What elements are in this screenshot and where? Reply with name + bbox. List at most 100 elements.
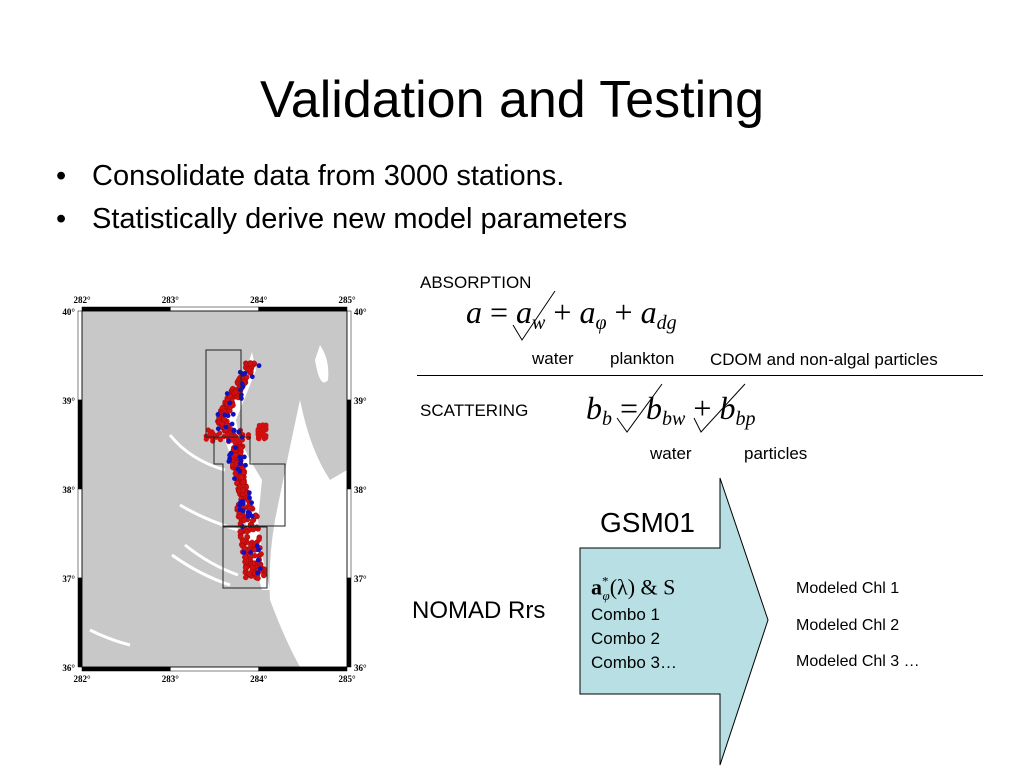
- combo-item: Combo 3…: [591, 653, 677, 672]
- station-point-blue: [242, 371, 248, 376]
- station-point-blue: [254, 543, 260, 549]
- input-label: NOMAD Rrs: [412, 597, 546, 624]
- bullet-text: Consolidate data from 3000 stations.: [92, 160, 565, 192]
- station-point-red: [242, 564, 249, 571]
- station-point-blue: [241, 550, 247, 555]
- scattering-heading: SCATTERING: [420, 401, 529, 420]
- tick-label: 36°: [62, 663, 75, 673]
- station-point-blue: [227, 400, 233, 406]
- station-point-blue: [227, 456, 233, 461]
- station-point-blue: [257, 566, 263, 572]
- station-point-red: [244, 528, 250, 535]
- station-point-blue: [226, 438, 231, 444]
- river: [168, 434, 226, 472]
- station-point-red: [241, 517, 247, 524]
- station-point-blue: [256, 547, 262, 553]
- absorption-equation: a = aw + aφ + adg: [466, 294, 677, 334]
- tick-label: 282°: [73, 295, 91, 305]
- station-point-blue: [247, 495, 252, 501]
- bullet-text: Statistically derive new model parameter…: [92, 203, 628, 235]
- river: [179, 503, 239, 532]
- station-point-blue: [255, 570, 260, 576]
- station-point-blue: [231, 427, 237, 433]
- station-point-red: [203, 436, 209, 442]
- delaware-bay: [315, 345, 329, 383]
- station-point-red: [240, 479, 247, 485]
- station-point-red: [238, 445, 244, 452]
- scattering-equation: bb = bbw + bbp: [586, 390, 756, 430]
- tick-label: 39°: [354, 396, 367, 406]
- station-point-red: [255, 575, 261, 582]
- tick-label: 37°: [354, 574, 367, 584]
- bullet-item: • Consolidate data from 3000 stations.: [56, 160, 565, 192]
- region-box: [222, 526, 268, 589]
- station-point-blue: [230, 411, 236, 417]
- station-point-red: [249, 564, 256, 571]
- station-point-red: [237, 513, 243, 520]
- station-point-red: [246, 571, 253, 577]
- river: [89, 628, 131, 647]
- station-point-blue: [249, 374, 255, 380]
- station-point-blue: [232, 476, 237, 482]
- station-point-blue: [255, 557, 261, 563]
- label-particles: particles: [744, 444, 808, 463]
- check-icon: [616, 383, 663, 433]
- combo-item: Combo 2: [591, 629, 660, 648]
- station-point-blue: [240, 498, 246, 504]
- output-item: Modeled Chl 1: [796, 580, 900, 597]
- label-cdom: CDOM and non-algal particles: [710, 350, 938, 369]
- station-point-red: [261, 433, 267, 439]
- station-point-red: [238, 474, 245, 481]
- output-item: Modeled Chl 2: [796, 617, 900, 634]
- station-point-red: [251, 552, 258, 559]
- station-point-blue: [247, 510, 252, 516]
- station-point-blue: [248, 550, 254, 555]
- station-point-red: [237, 528, 243, 535]
- station-point-blue: [228, 450, 234, 456]
- combo-item: Combo 1: [591, 605, 660, 624]
- tick-label: 38°: [354, 485, 367, 495]
- label-water: water: [650, 444, 692, 463]
- label-plankton: plankton: [610, 349, 675, 368]
- station-point-red: [219, 405, 226, 411]
- station-point-red: [261, 426, 267, 433]
- station-point-red: [232, 389, 239, 395]
- tick-label: 284°: [250, 295, 268, 305]
- station-point-blue: [237, 502, 243, 508]
- bullet-item: • Statistically derive new model paramete…: [56, 203, 628, 235]
- station-point-red: [234, 480, 240, 486]
- map-frame: [81, 310, 348, 668]
- tick-label: 40°: [354, 307, 367, 317]
- tick-label: 285°: [338, 295, 356, 305]
- river: [184, 543, 239, 577]
- station-point-red: [258, 551, 264, 557]
- output-item: Modeled Chl 3 …: [796, 653, 920, 670]
- station-point-red: [235, 437, 241, 443]
- absorption-heading: ABSORPTION: [420, 273, 532, 292]
- tick-label: 37°: [62, 574, 75, 584]
- station-point-red: [242, 554, 248, 560]
- station-point-red: [247, 361, 254, 367]
- check-icon: [512, 290, 556, 341]
- station-point-blue: [215, 426, 221, 432]
- station-point-blue: [256, 363, 262, 369]
- station-point-blue: [246, 490, 252, 496]
- station-point-blue: [235, 466, 241, 472]
- divider: [417, 375, 983, 376]
- station-point-blue: [224, 391, 230, 396]
- station-point-blue: [215, 412, 221, 417]
- station-point-blue: [240, 384, 246, 389]
- check-icon: [693, 383, 746, 433]
- params-label: a*φ(λ) & S: [591, 574, 676, 603]
- station-map: 282° 282° 283° 283° 284° 284° 285° 285° 40° 40° 39…: [62, 295, 367, 684]
- region-box: [213, 436, 286, 527]
- station-point-blue: [237, 461, 243, 467]
- station-point-red: [240, 487, 246, 493]
- model-name: GSM01: [600, 507, 695, 538]
- station-point-red: [256, 536, 262, 543]
- station-point-blue: [249, 500, 254, 506]
- tick-label: 285°: [338, 674, 356, 684]
- station-point-blue: [240, 508, 246, 514]
